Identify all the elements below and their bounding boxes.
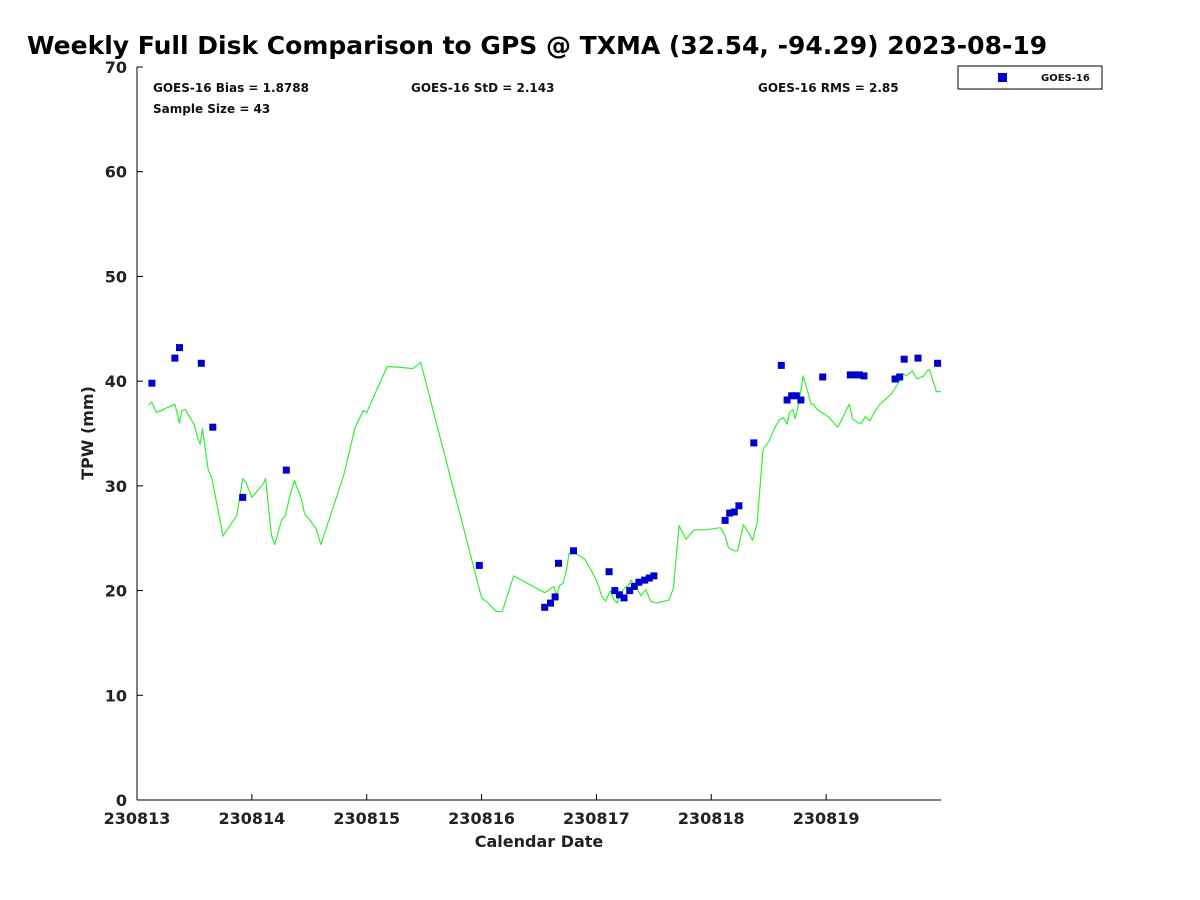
data-point-goes16 bbox=[626, 587, 634, 595]
data-point-goes16 bbox=[148, 379, 156, 387]
data-point-goes16 bbox=[176, 344, 183, 352]
x-tick-label: 230816 bbox=[448, 809, 515, 828]
data-point-goes16 bbox=[282, 466, 290, 474]
data-point-goes16 bbox=[797, 396, 805, 404]
data-point-goes16 bbox=[750, 439, 758, 447]
data-point-goes16 bbox=[792, 392, 800, 400]
stat-sample-size: Sample Size = 43 bbox=[153, 102, 270, 116]
y-tick-label: 0 bbox=[116, 791, 127, 810]
data-point-goes16 bbox=[475, 561, 483, 569]
data-point-goes16 bbox=[860, 372, 868, 380]
data-point-goes16 bbox=[171, 354, 179, 362]
series-layer bbox=[148, 344, 942, 613]
chart-title: Weekly Full Disk Comparison to GPS @ TXM… bbox=[27, 31, 1047, 60]
x-axis-label: Calendar Date bbox=[475, 832, 604, 851]
y-tick-label: 10 bbox=[105, 686, 127, 705]
data-point-goes16 bbox=[900, 355, 908, 363]
x-tick-label: 230815 bbox=[333, 809, 400, 828]
stat-std: GOES-16 StD = 2.143 bbox=[411, 81, 554, 95]
data-point-goes16 bbox=[547, 599, 554, 607]
data-point-goes16 bbox=[630, 582, 638, 590]
data-point-goes16 bbox=[721, 516, 729, 524]
y-tick-label: 70 bbox=[105, 58, 127, 77]
y-axis-label: TPW (mm) bbox=[78, 386, 97, 480]
x-tick-label: 230818 bbox=[678, 809, 745, 828]
legend: GOES-16 bbox=[957, 65, 1103, 90]
legend-marker-goes16 bbox=[998, 73, 1007, 82]
y-tick-label: 30 bbox=[105, 477, 127, 496]
data-point-goes16 bbox=[730, 508, 738, 516]
data-point-goes16 bbox=[620, 594, 628, 602]
data-point-goes16 bbox=[726, 509, 734, 517]
data-point-goes16 bbox=[209, 423, 217, 431]
stat-rms: GOES-16 RMS = 2.85 bbox=[758, 81, 899, 95]
data-point-goes16 bbox=[788, 392, 796, 400]
data-point-goes16 bbox=[551, 593, 559, 601]
data-point-goes16 bbox=[645, 574, 653, 582]
stat-bias: GOES-16 Bias = 1.8788 bbox=[153, 81, 309, 95]
data-point-goes16 bbox=[611, 587, 619, 595]
data-point-goes16 bbox=[641, 576, 649, 584]
data-point-goes16 bbox=[934, 359, 942, 367]
data-point-goes16 bbox=[650, 572, 658, 580]
data-point-goes16 bbox=[735, 502, 743, 510]
legend-box bbox=[957, 65, 1103, 90]
x-tick-label: 230813 bbox=[104, 809, 171, 828]
x-tick-label: 230819 bbox=[793, 809, 860, 828]
data-point-goes16 bbox=[635, 578, 643, 586]
y-tick-label: 20 bbox=[105, 582, 127, 601]
y-tick-label: 60 bbox=[105, 163, 127, 182]
data-point-goes16 bbox=[783, 396, 791, 404]
x-tick-label: 230814 bbox=[218, 809, 285, 828]
data-point-goes16 bbox=[914, 354, 922, 362]
series-line-gps bbox=[148, 361, 941, 613]
x-tick-label: 230817 bbox=[563, 809, 630, 828]
data-point-goes16 bbox=[615, 591, 623, 599]
y-tick-label: 40 bbox=[105, 372, 127, 391]
data-point-goes16 bbox=[896, 373, 904, 381]
x-axis-ticks: 230813 230814 230815 230816 230817 230818 2308… bbox=[104, 794, 860, 828]
data-point-goes16 bbox=[856, 371, 863, 379]
data-point-goes16 bbox=[570, 547, 577, 555]
y-axis-ticks: 0 10 20 30 40 50 60 70 bbox=[105, 58, 143, 810]
legend-label-goes16: GOES-16 bbox=[1041, 73, 1090, 84]
data-point-goes16 bbox=[851, 371, 859, 379]
data-point-goes16 bbox=[819, 373, 827, 381]
y-tick-label: 50 bbox=[105, 267, 127, 286]
data-point-goes16 bbox=[239, 493, 247, 501]
plot-background bbox=[137, 67, 941, 800]
data-point-goes16 bbox=[605, 568, 613, 576]
data-point-goes16 bbox=[846, 371, 854, 379]
data-point-goes16 bbox=[777, 361, 785, 369]
data-point-goes16 bbox=[197, 359, 205, 367]
data-point-goes16 bbox=[555, 559, 562, 567]
data-point-goes16 bbox=[891, 375, 899, 383]
data-point-goes16 bbox=[541, 603, 549, 611]
plot-area bbox=[136, 67, 941, 801]
